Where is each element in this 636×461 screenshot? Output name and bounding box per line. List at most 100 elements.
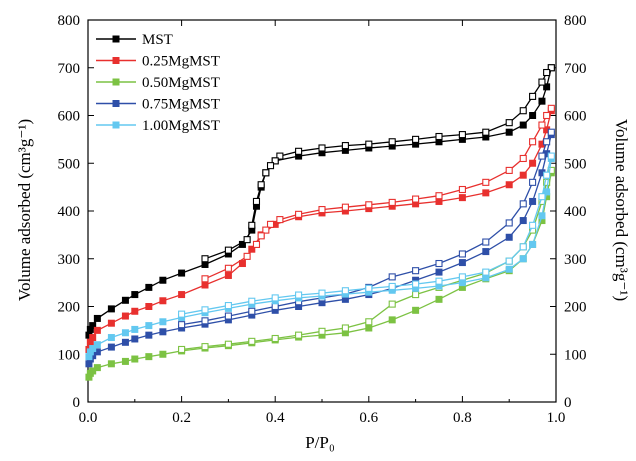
- desorption-point: [458, 250, 466, 258]
- y-tick-label-left: 100: [58, 347, 81, 363]
- x-tick-label: 0.0: [79, 410, 98, 426]
- desorption-point: [295, 331, 303, 339]
- legend: MST 0.25MgMST 0.50MgMST 0.75MgMST 1.00MgMST: [96, 32, 220, 134]
- desorption-point: [412, 135, 420, 143]
- desorption-point: [262, 169, 270, 177]
- desorption-point: [224, 264, 232, 272]
- desorption-point: [248, 307, 256, 315]
- desorption-point: [271, 302, 279, 311]
- legend-label: MST: [142, 32, 173, 48]
- y-tick-label-right: 700: [564, 61, 587, 77]
- desorption-point: [224, 301, 232, 310]
- desorption-point: [529, 92, 537, 100]
- adsorption-point: [121, 312, 129, 320]
- desorption-point: [341, 287, 349, 295]
- desorption-point: [178, 345, 186, 354]
- desorption-point: [201, 306, 209, 314]
- adsorption-point: [529, 197, 537, 205]
- desorption-point: [519, 243, 527, 251]
- adsorption-point: [131, 307, 139, 315]
- adsorption-point: [145, 283, 153, 291]
- desorption-point: [519, 200, 527, 208]
- adsorption-point: [458, 259, 466, 267]
- desorption-point: [505, 219, 513, 227]
- axis-ticks: [87, 19, 557, 403]
- adsorption-point: [107, 305, 115, 313]
- desorption-point: [435, 277, 443, 285]
- desorption-point: [435, 192, 443, 200]
- y-tick-label-right: 0: [564, 395, 572, 411]
- desorption-point: [458, 273, 466, 281]
- desorption-line: [181, 155, 552, 315]
- adsorption-point: [412, 306, 420, 314]
- desorption-point: [543, 178, 551, 186]
- desorption-line: [181, 131, 552, 326]
- x-tick-label: 0.2: [172, 410, 191, 426]
- legend-label: 1.00MgMST: [142, 118, 220, 134]
- desorption-point: [482, 178, 490, 186]
- desorption-point: [547, 64, 555, 72]
- desorption-point: [388, 138, 396, 146]
- adsorption-point: [482, 274, 490, 282]
- desorption-point: [295, 210, 303, 218]
- adsorption-point: [121, 338, 129, 346]
- adsorption-point: [238, 240, 246, 248]
- legend-item: 0.75MgMST: [96, 97, 220, 113]
- adsorption-point: [519, 171, 527, 179]
- adsorption-point: [178, 291, 186, 299]
- desorption-point: [201, 343, 209, 351]
- desorption-point: [243, 236, 251, 244]
- y-tick-label-right: 500: [564, 156, 587, 172]
- desorption-point: [365, 201, 373, 209]
- x-tick-label: 0.8: [453, 410, 472, 426]
- adsorption-point: [543, 83, 551, 91]
- desorption-point: [262, 226, 270, 234]
- adsorption-point: [89, 322, 97, 330]
- y-axis-title-right: Volume adsorbed (cm³g⁻¹): [612, 119, 631, 301]
- adsorption-point: [201, 281, 209, 289]
- y-tick-label-right: 300: [564, 252, 587, 268]
- adsorption-point: [131, 325, 139, 333]
- desorption-point: [243, 252, 251, 260]
- adsorption-point: [543, 188, 551, 196]
- desorption-point: [178, 310, 186, 318]
- series-1.00MgMST: [85, 152, 555, 361]
- desorption-point: [505, 257, 513, 265]
- legend-label: 0.50MgMST: [142, 75, 220, 91]
- desorption-point: [388, 300, 396, 308]
- desorption-point: [266, 220, 275, 228]
- desorption-point: [276, 152, 284, 160]
- legend-item: 0.25MgMST: [96, 54, 220, 70]
- adsorption-point: [145, 303, 153, 310]
- desorption-point: [412, 280, 420, 288]
- adsorption-point: [529, 112, 537, 119]
- desorption-point: [201, 255, 209, 263]
- desorption-point: [248, 337, 256, 345]
- adsorption-point: [505, 233, 513, 241]
- desorption-point: [257, 181, 265, 189]
- desorption-point: [318, 144, 326, 152]
- adsorption-point: [89, 345, 97, 353]
- x-axis-title: P/P₀: [305, 433, 335, 452]
- x-tick-label: 0.4: [266, 410, 285, 426]
- legend-item: 0.50MgMST: [96, 75, 220, 91]
- desorption-point: [538, 78, 546, 86]
- adsorption-point: [93, 364, 101, 372]
- y-tick-label-left: 700: [58, 61, 81, 77]
- desorption-point: [341, 203, 349, 211]
- desorption-point: [341, 142, 349, 150]
- desorption-point: [458, 131, 466, 139]
- desorption-point: [295, 291, 303, 299]
- desorption-point: [543, 68, 551, 77]
- legend-label: 0.75MgMST: [142, 97, 220, 113]
- y-tick-label-left: 0: [73, 395, 81, 411]
- adsorption-point: [529, 240, 537, 248]
- y-tick-label-right: 100: [564, 347, 587, 363]
- adsorption-point: [505, 128, 513, 136]
- adsorption-point: [388, 316, 396, 324]
- desorption-point: [538, 121, 546, 129]
- desorption-point: [318, 327, 326, 335]
- desorption-point: [318, 206, 326, 214]
- adsorption-point: [93, 314, 101, 322]
